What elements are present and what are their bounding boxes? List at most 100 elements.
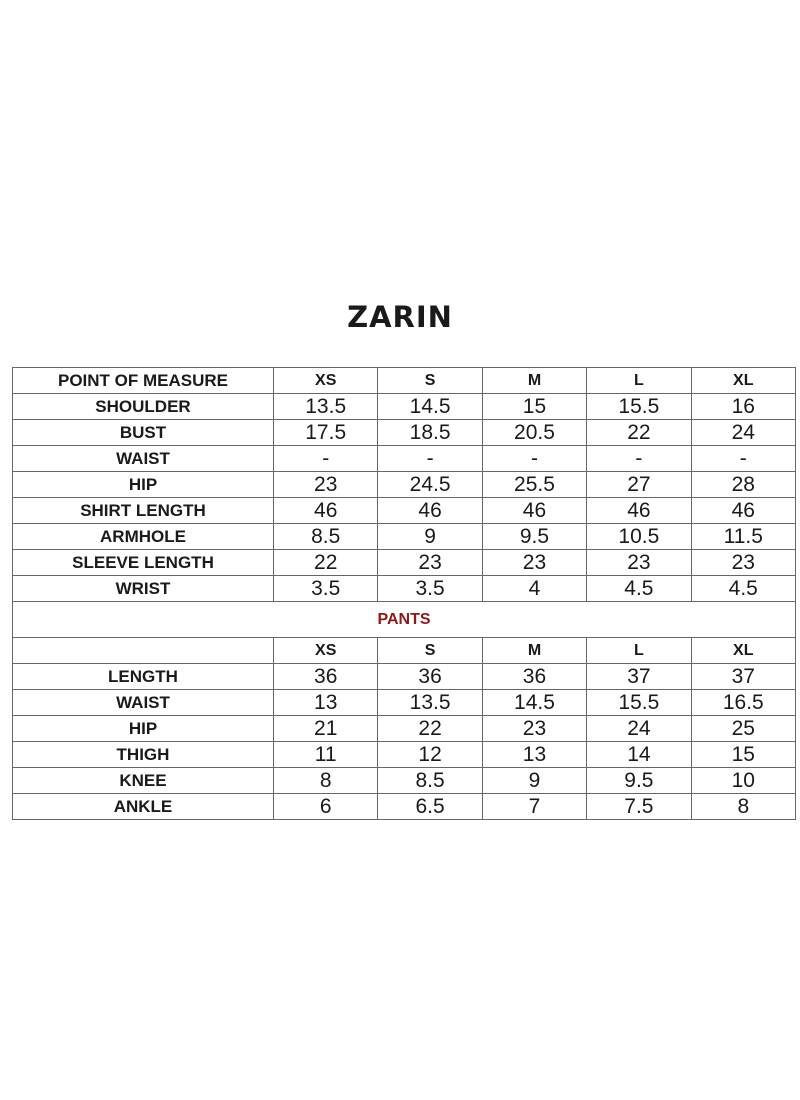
pants-section-row: PANTS [12, 601, 796, 638]
measure-value: 17.5 [272, 419, 379, 446]
measure-label: ARMHOLE [12, 523, 274, 550]
measure-value: 6 [272, 793, 379, 820]
table-row: SHOULDER 13.5 14.5 15 15.5 16 [12, 393, 797, 420]
measure-label: KNEE [12, 767, 274, 794]
measure-value: 8 [690, 793, 797, 820]
measure-value: 23 [272, 471, 379, 498]
measure-value: 46 [690, 497, 797, 524]
table-row: KNEE 8 8.5 9 9.5 10 [12, 767, 797, 794]
size-header: S [377, 637, 483, 664]
table-row: LENGTH 36 36 36 37 37 [12, 663, 797, 690]
size-header: XL [690, 367, 797, 394]
table-row: ANKLE 6 6.5 7 7.5 8 [12, 793, 797, 820]
size-header: XS [272, 637, 379, 664]
measure-value: 24 [586, 715, 692, 742]
measure-value: 28 [690, 471, 797, 498]
size-header: M [481, 637, 588, 664]
measure-value: 18.5 [377, 419, 483, 446]
size-header: XS [272, 367, 379, 394]
measure-value: 27 [586, 471, 692, 498]
table-row: ARMHOLE 8.5 9 9.5 10.5 11.5 [12, 523, 797, 550]
measure-value: 9 [377, 523, 483, 550]
pants-header-row: XS S M L XL [12, 637, 797, 664]
brand-title: ZARIN [347, 300, 453, 334]
measure-label: WAIST [12, 689, 274, 716]
measure-value: 22 [272, 549, 379, 576]
table-row: WAIST - - - - - [12, 445, 797, 472]
measure-value: 4.5 [586, 575, 692, 602]
size-chart-table: POINT OF MEASURE XS S M L XL SHOULDER 13.5 14.5 1… [12, 367, 797, 820]
measure-label: WAIST [12, 445, 274, 472]
measure-value: 7.5 [586, 793, 692, 820]
table-row: HIP 23 24.5 25.5 27 28 [12, 471, 797, 498]
header-label [12, 637, 274, 664]
measure-value: 8 [272, 767, 379, 794]
table-row: WRIST 3.5 3.5 4 4.5 4.5 [12, 575, 797, 602]
measure-label: SLEEVE LENGTH [12, 549, 274, 576]
measure-value: 25 [690, 715, 797, 742]
measure-value: 7 [481, 793, 588, 820]
table-row: BUST 17.5 18.5 20.5 22 24 [12, 419, 797, 446]
measure-value: 22 [586, 419, 692, 446]
measure-value: - [481, 445, 588, 472]
measure-value: 16 [690, 393, 797, 420]
table-row: THIGH 11 12 13 14 15 [12, 741, 797, 768]
measure-value: 15 [481, 393, 588, 420]
measure-value: 37 [690, 663, 797, 690]
measure-value: 46 [272, 497, 379, 524]
measure-value: 36 [377, 663, 483, 690]
pants-section-title: PANTS [12, 601, 796, 638]
measure-value: 15.5 [586, 393, 692, 420]
measure-value: 20.5 [481, 419, 588, 446]
measure-value: - [690, 445, 797, 472]
measure-value: 14 [586, 741, 692, 768]
measure-value: 14.5 [481, 689, 588, 716]
measure-value: 9 [481, 767, 588, 794]
measure-value: - [377, 445, 483, 472]
measure-value: 10 [690, 767, 797, 794]
measure-value: 46 [377, 497, 483, 524]
measure-value: 4 [481, 575, 588, 602]
measure-value: 4.5 [690, 575, 797, 602]
measure-value: 14.5 [377, 393, 483, 420]
measure-value: 8.5 [272, 523, 379, 550]
size-header: L [586, 637, 692, 664]
measure-value: 23 [377, 549, 483, 576]
measure-value: 46 [586, 497, 692, 524]
measure-label: BUST [12, 419, 274, 446]
measure-value: 24.5 [377, 471, 483, 498]
measure-value: 23 [481, 715, 588, 742]
measure-value: 3.5 [377, 575, 483, 602]
measure-value: 46 [481, 497, 588, 524]
measure-label: ANKLE [12, 793, 274, 820]
measure-value: 37 [586, 663, 692, 690]
measure-value: 11 [272, 741, 379, 768]
measure-value: 24 [690, 419, 797, 446]
measure-value: 13.5 [377, 689, 483, 716]
size-header: XL [690, 637, 797, 664]
measure-value: 13 [272, 689, 379, 716]
measure-value: 9.5 [586, 767, 692, 794]
measure-label: WRIST [12, 575, 274, 602]
shirt-header-row: POINT OF MEASURE XS S M L XL [12, 367, 797, 394]
table-row: SLEEVE LENGTH 22 23 23 23 23 [12, 549, 797, 576]
measure-value: - [586, 445, 692, 472]
measure-value: - [272, 445, 379, 472]
measure-value: 15 [690, 741, 797, 768]
measure-label: SHOULDER [12, 393, 274, 420]
measure-value: 11.5 [690, 523, 797, 550]
measure-value: 15.5 [586, 689, 692, 716]
measure-value: 3.5 [272, 575, 379, 602]
measure-value: 23 [690, 549, 797, 576]
measure-value: 9.5 [481, 523, 588, 550]
measure-label: HIP [12, 471, 274, 498]
measure-value: 22 [377, 715, 483, 742]
table-row: HIP 21 22 23 24 25 [12, 715, 797, 742]
measure-value: 23 [586, 549, 692, 576]
measure-value: 10.5 [586, 523, 692, 550]
measure-label: THIGH [12, 741, 274, 768]
measure-value: 13.5 [272, 393, 379, 420]
measure-value: 6.5 [377, 793, 483, 820]
measure-label: LENGTH [12, 663, 274, 690]
measure-value: 25.5 [481, 471, 588, 498]
